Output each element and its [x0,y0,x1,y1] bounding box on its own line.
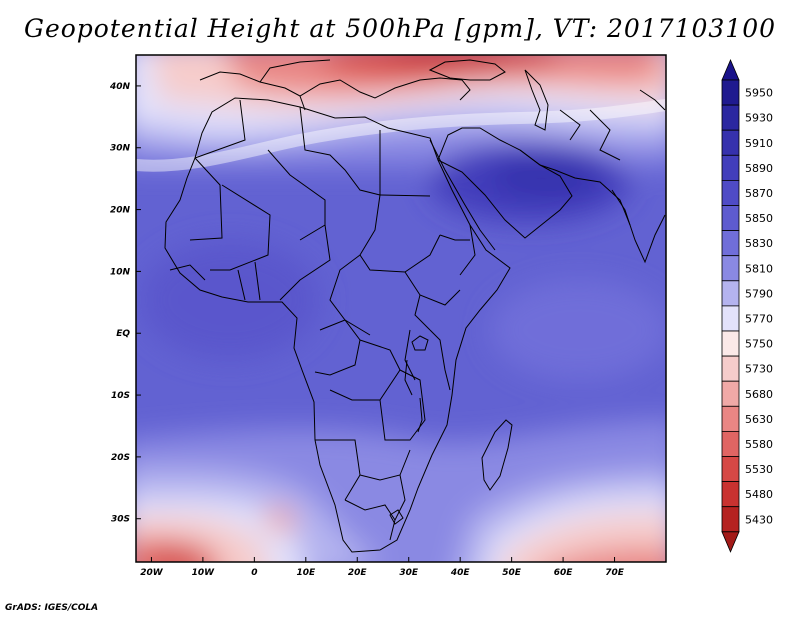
lat-tick-label: 20N [110,206,131,216]
colorbar-label: 5810 [745,262,773,275]
lat-tick-label: EQ [116,329,130,339]
colorbar-label: 5930 [745,112,773,125]
colorbar-swatch [721,179,740,206]
colorbar-label: 5630 [745,413,773,426]
lat-tick-label: 30S [111,515,130,525]
colorbar-label: 5890 [745,162,773,175]
colorbar-label: 5770 [745,312,773,325]
colorbar-label: 5750 [745,338,773,351]
lon-tick-label: 40E [450,568,471,578]
colorbar-swatch [721,129,740,156]
lat-tick-label: 40N [109,82,131,92]
colorbar-swatch [721,481,740,508]
lon-tick-label: 10E [296,568,316,578]
lat-tick-label: 30N [110,144,131,154]
colorbar-swatch [721,104,740,131]
lon-tick-label: 20W [140,568,164,578]
colorbar-label: 5580 [745,438,773,451]
colorbar-swatch [721,430,740,457]
lon-tick-label: 50E [502,568,522,578]
lon-tick-label: 30E [399,568,419,578]
colorbar-swatch [721,280,740,307]
colorbar-swatch [721,506,740,533]
colorbar-label: 5730 [745,363,773,376]
colorbar-swatch [721,230,740,257]
colorbar: 5950 5930 5910 5890 5870 5850 5830 5810 5790 5770… [721,58,773,553]
colorbar-swatch [721,355,740,382]
colorbar-label: 5790 [745,287,773,300]
lat-tick-label: 20S [111,453,130,463]
map-frame [135,54,667,563]
grads-credit: GrADS: IGES/COLA [5,603,99,613]
colorbar-label: 5830 [745,237,773,250]
lon-tick-label: 70E [605,568,625,578]
colorbar-label: 5910 [745,137,773,150]
lon-tick-label: 60E [554,568,574,578]
height-field [136,55,666,562]
colorbar-bottom-arrow [721,531,740,553]
colorbar-swatch [721,255,740,282]
colorbar-swatch [721,456,740,483]
colorbar-swatch [721,380,740,407]
map-title: Geopotential Height at 500hPa [gpm], VT:… [23,14,777,43]
axis-ticks: 40N 30N 20N 10N EQ 10S 20S 30S 20W 10W 0 10E 20E 30E 4… [109,82,625,578]
colorbar-swatch [721,79,740,106]
colorbar-label: 5850 [745,212,773,225]
colorbar-swatch [721,205,740,232]
lon-tick-label: 0 [251,568,257,578]
colorbar-swatch [721,330,740,357]
colorbar-swatch [721,154,740,181]
lon-tick-label: 20E [348,568,368,578]
lat-tick-label: 10S [111,391,130,401]
colorbar-label: 5680 [745,388,773,401]
coastlines [164,59,666,553]
lon-tick-label: 10W [192,568,216,578]
colorbar-label: 5870 [745,187,773,200]
colorbar-label: 5480 [745,488,773,501]
colorbar-swatch [721,405,740,432]
colorbar-top-arrow [721,58,740,81]
colorbar-label: 5950 [745,87,773,100]
colorbar-label: 5430 [745,513,773,526]
lat-tick-label: 10N [110,267,131,277]
colorbar-swatch [721,305,740,332]
colorbar-label: 5530 [745,463,773,476]
